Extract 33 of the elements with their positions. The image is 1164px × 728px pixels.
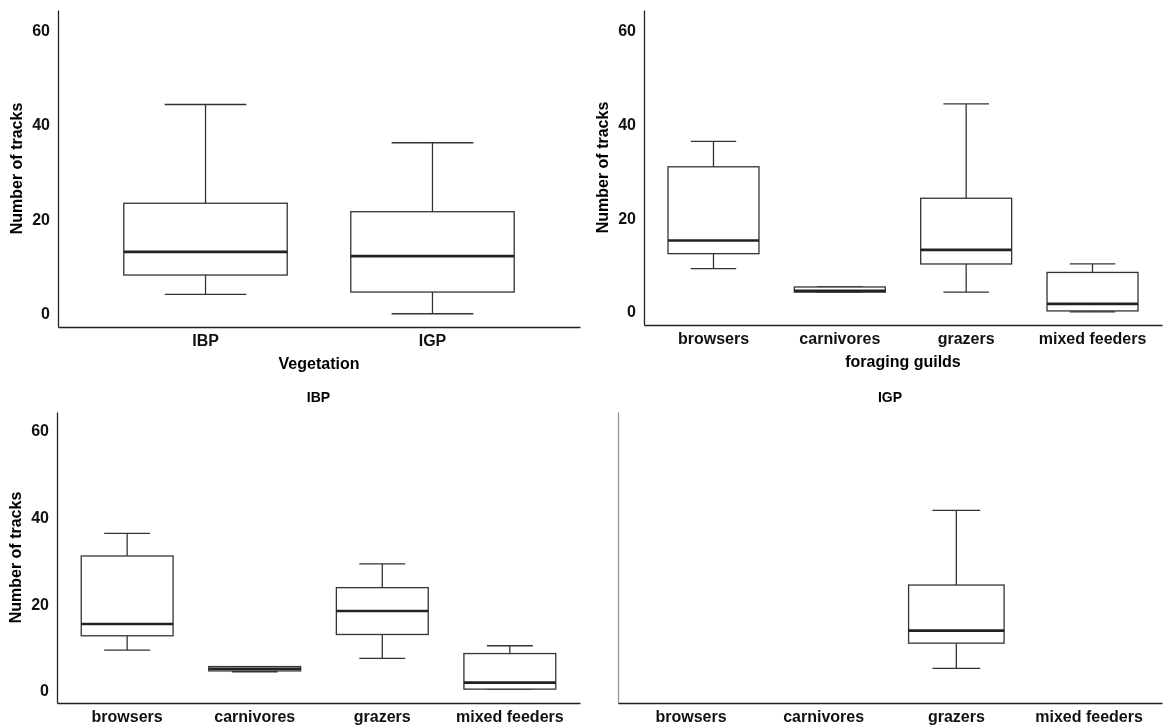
chart-title: IBP [306, 389, 331, 405]
y-tick-label: 60 [32, 21, 51, 39]
x-tick-label: carnivores [214, 708, 296, 726]
x-axis-title: foraging guilds [845, 353, 961, 370]
x-tick-label: IGP [418, 332, 447, 350]
y-tick-label: 20 [618, 209, 637, 227]
y-tick-label: 40 [31, 509, 50, 526]
y-axis-title: Number of tracks [7, 491, 24, 624]
x-tick-label: grazers [927, 708, 985, 726]
y-tick-label: 20 [32, 210, 51, 228]
y-tick-label: 0 [40, 682, 50, 700]
x-tick-label: IBP [192, 332, 220, 350]
x-tick-label: browsers [91, 708, 163, 726]
x-tick-label: grazers [353, 708, 411, 726]
x-tick-label: browsers [677, 330, 750, 348]
x-tick-label: browsers [655, 708, 727, 726]
y-tick-label: 0 [41, 305, 51, 323]
x-tick-label: mixed feeders [456, 708, 564, 726]
y-tick-label: 60 [31, 422, 50, 440]
y-tick-label: 0 [627, 303, 637, 321]
x-tick-label: carnivores [783, 708, 865, 726]
y-axis-title: Number of tracks [8, 102, 25, 235]
y-tick-label: 40 [32, 116, 51, 134]
y-tick-label: 40 [618, 115, 637, 133]
y-axis-title: Number of tracks [594, 101, 611, 234]
chart-title: IGP [877, 389, 903, 405]
y-tick-label: 20 [31, 595, 50, 613]
x-tick-label: mixed feeders [1038, 330, 1147, 348]
x-tick-label: carnivores [799, 330, 881, 348]
x-tick-label: grazers [937, 330, 995, 348]
y-tick-label: 60 [618, 21, 637, 39]
x-axis-title: Vegetation [278, 355, 360, 372]
x-tick-label: mixed feeders [1035, 708, 1143, 726]
